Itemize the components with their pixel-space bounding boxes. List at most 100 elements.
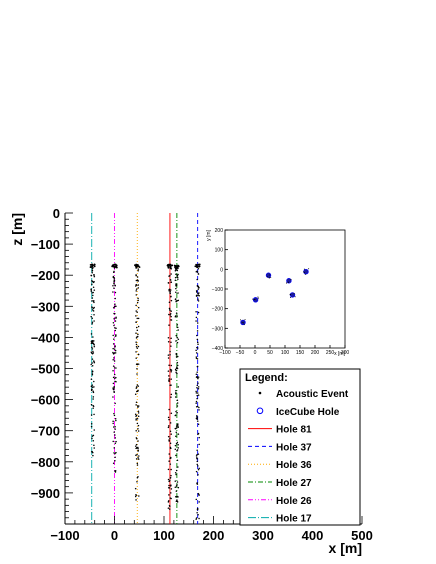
acoustic-event-point <box>137 306 140 309</box>
inset-y-tick-label: −300 <box>212 326 223 332</box>
acoustic-event-point <box>114 470 117 472</box>
acoustic-event-point <box>137 430 140 432</box>
acoustic-event-point <box>90 333 93 335</box>
acoustic-event-point <box>136 422 139 425</box>
acoustic-event-point <box>113 414 116 417</box>
acoustic-event-point <box>197 300 200 302</box>
acoustic-event-point <box>177 338 180 341</box>
acoustic-event-point <box>198 443 200 446</box>
acoustic-event-point <box>112 264 115 266</box>
acoustic-event-point <box>196 270 198 273</box>
inset-x-tick-label: −50 <box>236 350 245 356</box>
acoustic-event-point <box>176 276 179 279</box>
acoustic-event-point <box>93 289 96 291</box>
acoustic-event-point <box>170 474 172 477</box>
acoustic-event-point <box>198 494 200 496</box>
y-ticks: 0 −100 −200 −300 −400 −500 −600 −700 −800 −900 <box>31 206 73 519</box>
acoustic-event-point <box>167 425 170 427</box>
acoustic-event-point <box>91 362 93 364</box>
acoustic-event-point <box>136 438 138 440</box>
inset-acoustic-event-point <box>289 296 291 298</box>
acoustic-event-point <box>198 406 200 409</box>
acoustic-event-point <box>176 501 179 503</box>
acoustic-event-point <box>174 279 177 282</box>
acoustic-event-point <box>167 435 170 438</box>
acoustic-event-point <box>198 436 200 439</box>
inset-acoustic-event-point <box>270 277 272 279</box>
acoustic-event-point <box>170 364 173 367</box>
acoustic-event-point <box>196 330 199 332</box>
acoustic-event-point <box>115 334 117 336</box>
acoustic-event-point <box>114 452 116 455</box>
acoustic-event-point <box>195 517 198 519</box>
acoustic-event-point <box>197 273 200 275</box>
acoustic-event-point <box>89 266 92 268</box>
acoustic-event-point <box>176 399 179 402</box>
acoustic-event-point <box>197 468 200 471</box>
acoustic-event-point <box>93 386 95 388</box>
inset-acoustic-event-point <box>289 294 291 296</box>
acoustic-event-point <box>135 290 137 292</box>
acoustic-event-point <box>170 337 172 340</box>
acoustic-event-point <box>197 267 200 270</box>
acoustic-event-point <box>113 431 115 433</box>
acoustic-event-point <box>91 353 94 355</box>
acoustic-event-point <box>196 397 198 400</box>
acoustic-event-point <box>168 460 170 462</box>
acoustic-event-point <box>170 319 172 321</box>
acoustic-event-point <box>113 352 116 354</box>
acoustic-event-point <box>92 294 94 297</box>
acoustic-event-point <box>136 276 139 278</box>
acoustic-event-point <box>168 508 171 510</box>
legend-marker-dot <box>258 391 262 395</box>
acoustic-event-point <box>134 445 137 447</box>
inset-acoustic-event-point <box>241 322 243 324</box>
acoustic-event-point <box>138 405 140 407</box>
inset-frame <box>224 229 346 349</box>
acoustic-event-point <box>135 404 137 406</box>
x-tick-label: 500 <box>351 528 373 543</box>
acoustic-event-point <box>114 263 117 266</box>
y-tick-label: 0 <box>53 206 60 221</box>
acoustic-event-point <box>168 418 170 421</box>
acoustic-event-point <box>196 334 198 337</box>
acoustic-event-point <box>195 320 197 322</box>
acoustic-event-point <box>167 341 170 343</box>
acoustic-event-point <box>174 427 177 430</box>
acoustic-event-point <box>113 324 115 327</box>
acoustic-event-point <box>176 341 179 344</box>
acoustic-event-point <box>175 371 177 374</box>
acoustic-event-point <box>198 501 200 503</box>
acoustic-event-point <box>196 322 199 324</box>
acoustic-event-point <box>170 369 172 371</box>
acoustic-event-point <box>197 465 199 467</box>
acoustic-event-point <box>175 485 178 487</box>
acoustic-event-point <box>91 370 94 373</box>
acoustic-event-point <box>167 337 170 339</box>
acoustic-event-point <box>137 456 139 459</box>
acoustic-event-point <box>169 353 171 356</box>
acoustic-event-point <box>195 518 197 520</box>
acoustic-event-point <box>92 398 94 400</box>
acoustic-event-point <box>170 412 173 414</box>
acoustic-event-point <box>176 326 179 329</box>
acoustic-event-point <box>135 310 137 312</box>
acoustic-event-point <box>175 427 178 429</box>
acoustic-event-point <box>176 405 179 407</box>
acoustic-event-point <box>93 345 96 348</box>
acoustic-event-point <box>195 291 198 293</box>
acoustic-event-point <box>169 292 172 295</box>
acoustic-event-point <box>115 266 118 269</box>
acoustic-event-point <box>167 500 170 502</box>
acoustic-event-point <box>177 444 179 446</box>
acoustic-event-point <box>137 410 140 412</box>
acoustic-event-point <box>196 449 198 452</box>
acoustic-event-point <box>92 434 95 437</box>
acoustic-event-point <box>137 345 140 348</box>
acoustic-event-point <box>114 349 117 352</box>
acoustic-event-point <box>169 442 172 444</box>
acoustic-event-point <box>137 412 140 414</box>
inset-acoustic-event-point <box>254 298 256 300</box>
acoustic-event-point <box>137 325 140 328</box>
acoustic-event-point <box>90 288 92 290</box>
